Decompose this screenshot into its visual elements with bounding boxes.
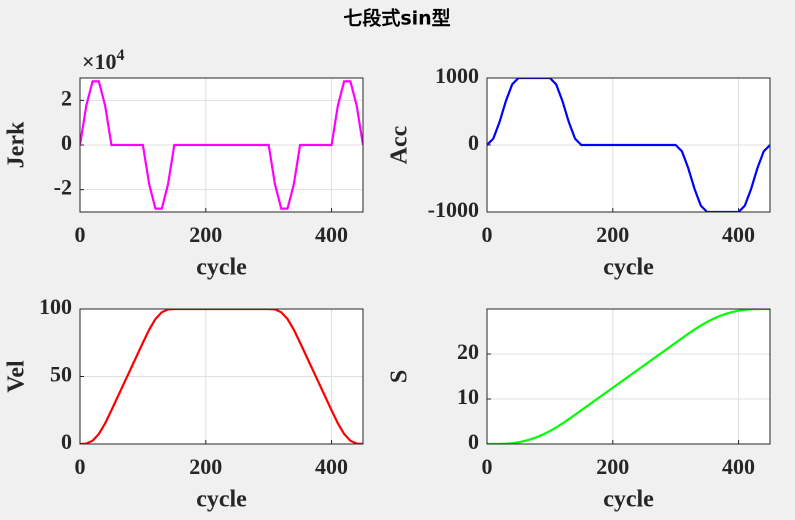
x-axis-label: cycle: [196, 487, 247, 513]
axes-box: [79, 77, 364, 213]
data-line: [487, 78, 770, 212]
y-tick-label: 10: [457, 384, 479, 409]
plot-lines: [80, 80, 363, 210]
x-tick-label: 0: [482, 222, 493, 247]
y-axis-label: S: [387, 370, 413, 383]
y-exponent-base: ×10: [82, 49, 117, 74]
y-exponent-power: 4: [117, 47, 125, 64]
y-axis-label: Jerk: [4, 121, 30, 168]
axes-box: [79, 308, 364, 445]
x-tick-label: 400: [722, 454, 755, 479]
y-tick-label: 0: [61, 130, 72, 155]
x-tick-label: 0: [75, 222, 86, 247]
y-tick-label: 0: [468, 429, 479, 454]
y-axis-label: Acc: [387, 125, 413, 164]
y-tick-label: -1000: [428, 197, 479, 222]
x-tick-label: 0: [482, 454, 493, 479]
data-line: [487, 309, 770, 444]
x-axis-label: cycle: [603, 487, 654, 513]
y-tick-label: 0: [61, 429, 72, 454]
x-tick-label: 400: [315, 454, 348, 479]
y-tick-label: 20: [457, 339, 479, 364]
axes-box: [486, 308, 771, 445]
x-axis-label: cycle: [196, 255, 247, 281]
x-tick-label: 400: [315, 222, 348, 247]
y-tick-label: 1000: [435, 63, 479, 88]
y-tick-label: 100: [39, 294, 72, 319]
x-tick-label: 200: [596, 222, 629, 247]
plot-lines: [80, 309, 363, 444]
x-tick-label: 200: [596, 454, 629, 479]
y-axis-label: Vel: [4, 360, 30, 393]
y-tick-label: -2: [54, 175, 72, 200]
y-tick-label: 2: [61, 85, 72, 110]
plot-lines: [487, 309, 770, 444]
axes-box: [486, 77, 771, 213]
x-axis-label: cycle: [603, 255, 654, 281]
data-line: [80, 80, 363, 210]
y-tick-label: 50: [50, 362, 72, 387]
x-tick-label: 200: [189, 454, 222, 479]
y-tick-label: 0: [468, 130, 479, 155]
x-tick-label: 200: [189, 222, 222, 247]
plot-lines: [487, 78, 770, 212]
x-tick-label: 400: [722, 222, 755, 247]
y-exponent: ×104: [82, 47, 125, 74]
data-line: [80, 309, 363, 444]
x-tick-label: 0: [75, 454, 86, 479]
figure-title: 七段式sin型: [343, 7, 450, 30]
